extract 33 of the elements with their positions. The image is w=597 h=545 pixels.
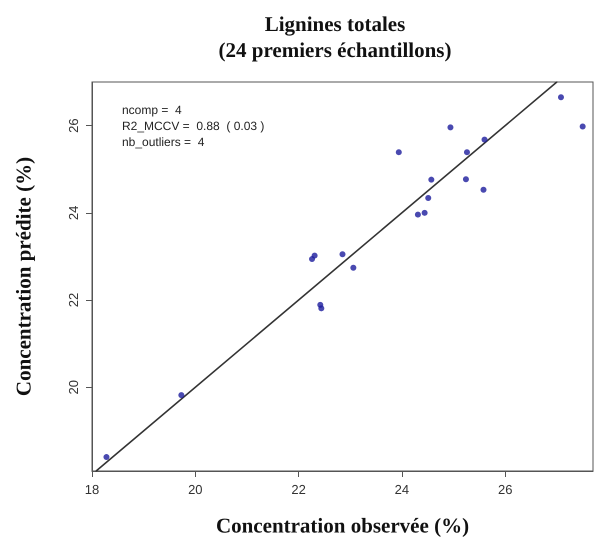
x-tick-label: 18: [84, 482, 100, 497]
x-tick-label: 26: [498, 482, 512, 497]
y-axis-title: Concentration prédite (%): [12, 156, 36, 396]
y-tick-label: 24: [66, 206, 81, 220]
annotation: ncomp = 4: [122, 103, 182, 117]
chart-title: Lignines totales (24 premiers échantillons): [218, 12, 452, 62]
y-tick-label: 26: [66, 118, 81, 133]
point: [309, 256, 316, 262]
point: [580, 123, 586, 130]
point: [428, 176, 434, 183]
x-tick-label: 24: [394, 482, 410, 497]
y-tick-label: 22: [66, 292, 81, 308]
point: [422, 210, 428, 216]
point: [178, 392, 184, 398]
x-tick-label: 22: [291, 482, 306, 497]
annotation: R2_MCCV = 0.88 ( 0.03 ): [122, 119, 264, 133]
point: [558, 94, 564, 100]
point: [396, 149, 402, 156]
x-axis-title: Concentration observée (%): [216, 514, 470, 538]
point: [462, 176, 469, 182]
y-tick-label: 20: [66, 380, 81, 395]
x-tick-label: 20: [188, 482, 203, 497]
point: [414, 212, 421, 218]
point: [482, 136, 488, 143]
point: [103, 454, 110, 460]
point: [464, 149, 470, 156]
point: [318, 305, 324, 312]
annotation: nb_outliers = 4: [122, 135, 205, 149]
point: [480, 186, 487, 193]
point: [425, 195, 432, 201]
point: [340, 251, 346, 258]
point: [350, 264, 356, 271]
point: [447, 124, 454, 130]
